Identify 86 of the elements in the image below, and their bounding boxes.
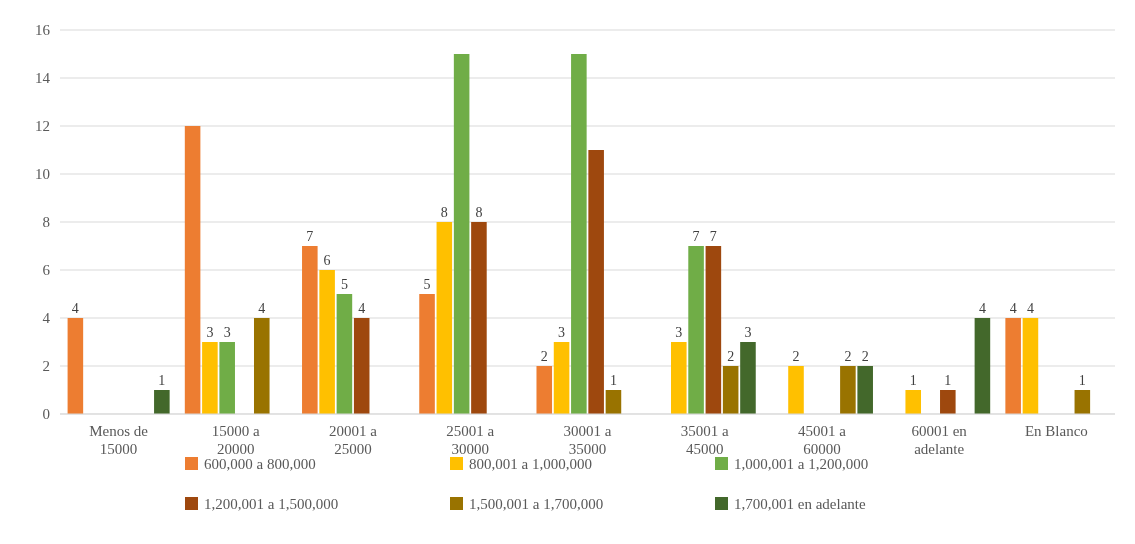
data-label: 4: [358, 301, 366, 316]
y-tick-label: 0: [42, 406, 50, 423]
data-label: 7: [709, 229, 717, 244]
y-tick-label: 8: [42, 214, 50, 231]
data-label: 2: [792, 349, 800, 364]
bar: [436, 222, 453, 414]
legend-label: 1,000,001 a 1,200,000: [734, 456, 869, 473]
bar: [722, 366, 739, 414]
data-label: 7: [306, 229, 314, 244]
data-label: 1: [909, 373, 917, 388]
data-label: 4: [258, 301, 266, 316]
data-label: 3: [744, 325, 752, 340]
bar: [319, 270, 335, 414]
bar: [536, 366, 553, 414]
legend-label: 600,000 a 800,000: [204, 456, 316, 473]
x-tick-label: 60001 en adelante: [911, 423, 968, 457]
bar: [740, 342, 756, 414]
data-label: 2: [844, 349, 852, 364]
x-tick-label: Menos de 15000: [89, 423, 149, 457]
data-label: 2: [861, 349, 869, 364]
y-tick-label: 10: [35, 166, 50, 183]
bar: [1022, 318, 1039, 414]
bar: [1074, 390, 1091, 414]
bar: [219, 342, 235, 414]
bar: [353, 318, 370, 414]
legend-label: 1,700,001 en adelante: [734, 496, 866, 513]
legend-label: 800,001 a 1,000,000: [469, 456, 592, 473]
data-label: 1: [1078, 373, 1086, 388]
legend-label: 1,500,001 a 1,700,000: [469, 496, 604, 513]
bar: [588, 150, 604, 414]
data-label: 1: [609, 373, 617, 388]
data-label: 4: [1009, 301, 1017, 316]
x-tick-label: 25001 a 30000: [446, 423, 495, 457]
bar: [788, 366, 804, 414]
data-label: 1: [158, 373, 166, 388]
data-label: 2: [727, 349, 735, 364]
data-label: 6: [323, 253, 331, 268]
x-tick-label: 35001 a 45000: [680, 423, 730, 457]
bar: [671, 342, 687, 414]
data-label: 4: [978, 301, 986, 316]
bar: [336, 294, 353, 414]
data-label: 3: [558, 325, 566, 340]
x-tick-label: 30001 a 35000: [563, 423, 612, 457]
bar: [571, 54, 587, 414]
bar: [974, 318, 991, 414]
legend-label: 1,200,001 a 1,500,000: [204, 496, 339, 513]
bar: [688, 246, 704, 414]
y-tick-label: 16: [35, 22, 51, 39]
bar: [302, 246, 318, 414]
y-tick-label: 14: [35, 70, 51, 87]
x-tick-label: 15000 a 20000: [211, 423, 261, 457]
y-tick-label: 6: [42, 262, 51, 279]
bar: [857, 366, 873, 414]
bar: [1005, 318, 1021, 414]
bar: [184, 126, 201, 414]
data-label: 8: [440, 205, 448, 220]
data-label: 1: [944, 373, 952, 388]
bar: [705, 246, 722, 414]
bar: [605, 390, 622, 414]
data-label: 2: [540, 349, 548, 364]
bar: [154, 390, 170, 414]
bar: [253, 318, 270, 414]
bar: [940, 390, 956, 414]
data-label: 3: [223, 325, 231, 340]
bar: [453, 54, 470, 414]
data-label: 7: [692, 229, 700, 244]
bar: [67, 318, 84, 414]
y-tick-label: 12: [35, 118, 50, 135]
x-tick-label: En Blanco: [1024, 423, 1088, 439]
data-label: 3: [675, 325, 683, 340]
data-label: 5: [423, 277, 431, 292]
x-tick-label: 20001 a 25000: [329, 423, 378, 457]
bar: [202, 342, 218, 414]
y-tick-label: 2: [42, 358, 50, 375]
y-tick-label: 4: [42, 310, 51, 327]
bar: [471, 222, 487, 414]
x-tick-label: 45001 a 60000: [797, 423, 847, 457]
data-label: 3: [206, 325, 214, 340]
bar: [840, 366, 856, 414]
data-label: 4: [71, 301, 79, 316]
bar: [419, 294, 435, 414]
data-label: 8: [475, 205, 483, 220]
bar: [553, 342, 570, 414]
bar: [905, 390, 922, 414]
data-label: 4: [1026, 301, 1034, 316]
data-label: 5: [340, 277, 348, 292]
